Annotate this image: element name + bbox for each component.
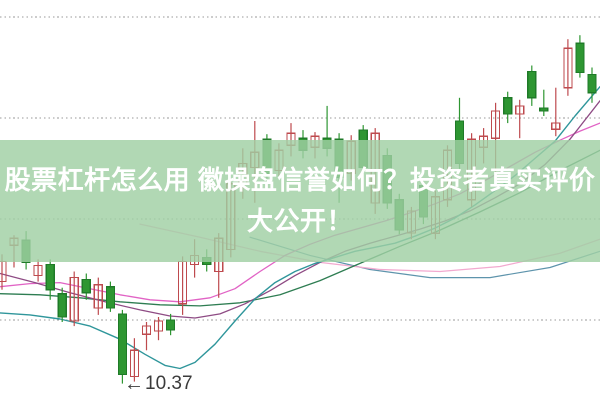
low-price-annotation: ← 10.37 bbox=[124, 373, 193, 395]
headline-line1: 股票杠杆怎么用 徽操盘信誉如何？投资者真实评价 bbox=[4, 165, 596, 195]
headline-banner: 股票杠杆怎么用 徽操盘信誉如何？投资者真实评价 大公开！ bbox=[0, 140, 600, 262]
left-arrow-icon: ← bbox=[124, 372, 144, 395]
low-price-label: 10.37 bbox=[145, 373, 193, 394]
headline-line2: 大公开！ bbox=[246, 206, 353, 236]
